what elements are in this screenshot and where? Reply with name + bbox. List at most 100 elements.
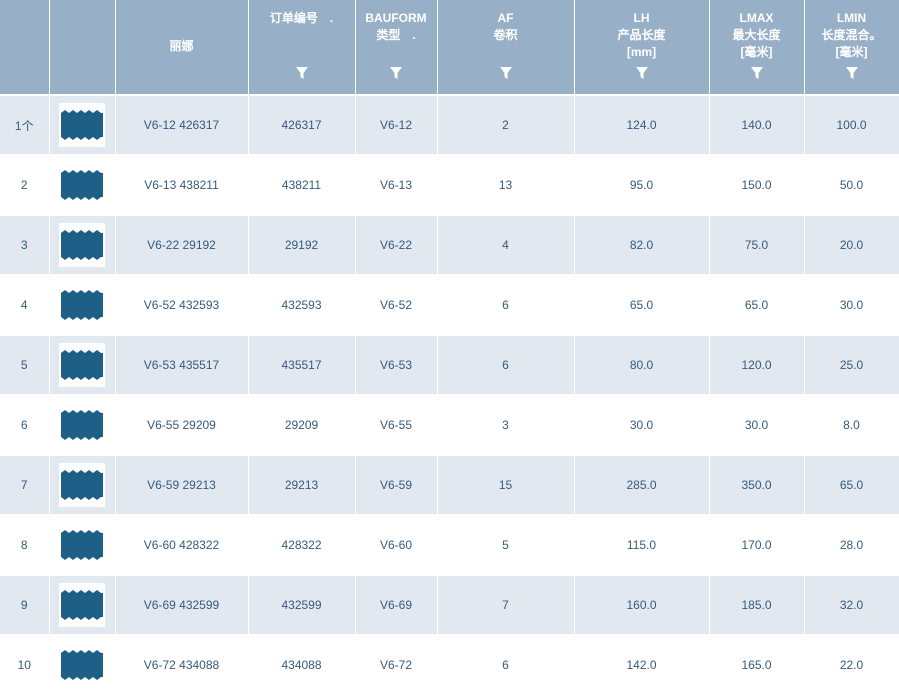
table-row[interactable]: 8 V6-60 428322 428322 V6-60 5 115.0 170.0 28.0: [0, 515, 899, 576]
cell-bauform: V6-22: [355, 215, 438, 276]
cell-lmin: 100.0: [804, 95, 899, 156]
cell-image: [49, 635, 116, 696]
cell-lh: 82.0: [574, 215, 710, 276]
cell-order: 432593: [248, 275, 356, 336]
bellows-thumbnail-icon: [59, 643, 105, 687]
column-title-line: [mm]: [626, 45, 657, 59]
column-title-line: [毫米]: [835, 45, 868, 59]
cell-lh: 115.0: [574, 515, 710, 576]
cell-af: 13: [437, 155, 575, 216]
cell-name: V6-72 434088: [115, 635, 249, 696]
cell-lmin: 65.0: [804, 455, 899, 516]
table-row[interactable]: 4 V6-52 432593 432593 V6-52 6 65.0 65.0 30.0: [0, 275, 899, 336]
cell-lmin: 50.0: [804, 155, 899, 216]
cell-order: 29213: [248, 455, 356, 516]
cell-name: V6-59 29213: [115, 455, 249, 516]
cell-bauform: V6-60: [355, 515, 438, 576]
table-header: 丽娜 订单编号 . BAUFORM 类型 . AF 卷积 LH 产品长度 [mm] LMAX 最大长…: [0, 0, 899, 96]
cell-image: [49, 155, 116, 216]
cell-name: V6-22 29192: [115, 215, 249, 276]
cell-lmax: 185.0: [709, 575, 805, 636]
cell-lmax: 170.0: [709, 515, 805, 576]
column-header-name: 丽娜: [115, 0, 249, 96]
cell-lmin: 20.0: [804, 215, 899, 276]
cell-name: V6-52 432593: [115, 275, 249, 336]
table-row[interactable]: 1个 V6-12 426317 426317 V6-12 2 124.0 140.0 100.…: [0, 95, 899, 156]
bellows-thumbnail-icon: [59, 343, 105, 387]
column-title: LH 产品长度 [mm]: [575, 10, 709, 61]
cell-lmax: 165.0: [709, 635, 805, 696]
table-row[interactable]: 9 V6-69 432599 432599 V6-69 7 160.0 185.0 32.0: [0, 575, 899, 636]
cell-idx: 10: [0, 635, 50, 696]
filter-icon[interactable]: [635, 66, 649, 80]
cell-lh: 30.0: [574, 395, 710, 456]
cell-lmin: 32.0: [804, 575, 899, 636]
column-header-lh[interactable]: LH 产品长度 [mm]: [574, 0, 710, 96]
bellows-thumbnail-icon: [59, 103, 105, 147]
cell-bauform: V6-12: [355, 95, 438, 156]
cell-lh: 285.0: [574, 455, 710, 516]
cell-idx: 9: [0, 575, 50, 636]
cell-image: [49, 575, 116, 636]
cell-af: 15: [437, 455, 575, 516]
cell-af: 3: [437, 395, 575, 456]
table-row[interactable]: 7 V6-59 29213 29213 V6-59 15 285.0 350.0 65.0: [0, 455, 899, 516]
cell-bauform: V6-69: [355, 575, 438, 636]
cell-bauform: V6-53: [355, 335, 438, 396]
cell-bauform: V6-52: [355, 275, 438, 336]
cell-order: 432599: [248, 575, 356, 636]
cell-image: [49, 275, 116, 336]
column-header-bauform[interactable]: BAUFORM 类型 .: [355, 0, 438, 96]
column-title-line: BAUFORM: [365, 11, 427, 25]
column-header-idx: [0, 0, 50, 96]
cell-lmin: 28.0: [804, 515, 899, 576]
filter-icon[interactable]: [750, 66, 764, 80]
cell-lmax: 150.0: [709, 155, 805, 216]
bellows-thumbnail-icon: [59, 583, 105, 627]
filter-icon[interactable]: [295, 66, 309, 80]
cell-name: V6-69 432599: [115, 575, 249, 636]
cell-lmax: 120.0: [709, 335, 805, 396]
cell-lmax: 65.0: [709, 275, 805, 336]
filter-icon[interactable]: [389, 66, 403, 80]
table-row[interactable]: 6 V6-55 29209 29209 V6-55 3 30.0 30.0 8.0: [0, 395, 899, 456]
table-row[interactable]: 10 V6-72 434088 434088 V6-72 6 142.0 165.0 22.0: [0, 635, 899, 696]
cell-image: [49, 515, 116, 576]
filter-icon[interactable]: [499, 66, 513, 80]
cell-bauform: V6-55: [355, 395, 438, 456]
cell-idx: 5: [0, 335, 50, 396]
column-title-line: LMAX: [739, 11, 774, 25]
column-title: LMAX 最大长度 [毫米]: [710, 10, 804, 61]
column-header-img: [49, 0, 116, 96]
column-title-line: LH: [633, 11, 650, 25]
column-header-af[interactable]: AF 卷积: [437, 0, 575, 96]
cell-order: 434088: [248, 635, 356, 696]
filter-icon[interactable]: [845, 66, 859, 80]
column-header-order[interactable]: 订单编号 .: [248, 0, 356, 96]
column-header-lmax[interactable]: LMAX 最大长度 [毫米]: [709, 0, 805, 96]
column-header-lmin[interactable]: LMIN 长度混合。 [毫米]: [804, 0, 899, 96]
bellows-thumbnail-icon: [59, 283, 105, 327]
column-title: LMIN 长度混合。 [毫米]: [805, 10, 899, 61]
column-title: AF 卷积: [438, 10, 574, 44]
cell-af: 6: [437, 335, 575, 396]
cell-lmax: 350.0: [709, 455, 805, 516]
table-row[interactable]: 3 V6-22 29192 29192 V6-22 4 82.0 75.0 20.0: [0, 215, 899, 276]
column-title-line: [毫米]: [740, 45, 773, 59]
column-title-line: AF: [497, 11, 514, 25]
cell-bauform: V6-13: [355, 155, 438, 216]
cell-idx: 6: [0, 395, 50, 456]
column-title: 订单编号 .: [249, 10, 355, 27]
table-row[interactable]: 5 V6-53 435517 435517 V6-53 6 80.0 120.0 25.0: [0, 335, 899, 396]
table-row[interactable]: 2 V6-13 438211 438211 V6-13 13 95.0 150.0 50.0: [0, 155, 899, 216]
column-title: 丽娜: [116, 38, 248, 55]
cell-order: 29192: [248, 215, 356, 276]
cell-lmin: 22.0: [804, 635, 899, 696]
cell-order: 428322: [248, 515, 356, 576]
cell-idx: 1个: [0, 95, 50, 156]
cell-af: 7: [437, 575, 575, 636]
column-title-line: 产品长度: [617, 28, 666, 42]
cell-lh: 124.0: [574, 95, 710, 156]
cell-image: [49, 335, 116, 396]
